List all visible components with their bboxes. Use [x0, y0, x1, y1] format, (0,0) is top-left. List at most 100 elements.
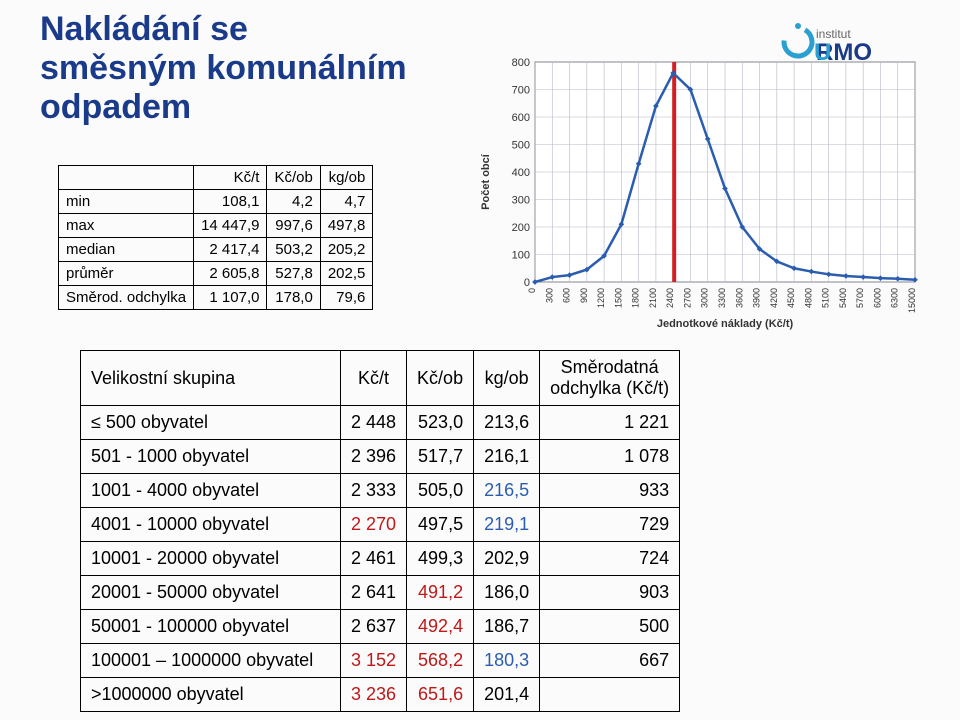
svg-text:500: 500 — [512, 140, 530, 152]
main-header: Kč/ob — [407, 351, 474, 406]
data-cell: 1 221 — [540, 406, 680, 440]
stats-header: Kč/t — [194, 166, 267, 190]
stats-row: max14 447,9997,6497,8 — [59, 214, 373, 238]
data-cell: 2 333 — [341, 474, 407, 508]
stats-rowlabel: průměr — [59, 262, 194, 286]
data-cell: 2 637 — [341, 610, 407, 644]
svg-text:4800: 4800 — [803, 288, 813, 308]
data-cell: 201,4 — [474, 678, 540, 712]
stats-cell: 79,6 — [320, 286, 373, 310]
data-cell: 667 — [540, 644, 680, 678]
main-header: Kč/t — [341, 351, 407, 406]
title-line1: Nakládání se — [40, 10, 248, 48]
data-cell: 216,5 — [474, 474, 540, 508]
stats-cell: 527,8 — [267, 262, 320, 286]
data-cell: 2 448 — [341, 406, 407, 440]
stats-cell: 503,2 — [267, 238, 320, 262]
data-cell: 497,5 — [407, 508, 474, 542]
stats-cell: 997,6 — [267, 214, 320, 238]
data-cell: 505,0 — [407, 474, 474, 508]
svg-text:300: 300 — [512, 195, 530, 207]
stats-header: kg/ob — [320, 166, 373, 190]
stats-cell: 2 417,4 — [194, 238, 267, 262]
stats-cell: 1 107,0 — [194, 286, 267, 310]
group-cell: 1001 - 4000 obyvatel — [81, 474, 341, 508]
stats-rowlabel: max — [59, 214, 194, 238]
data-cell: 568,2 — [407, 644, 474, 678]
group-cell: 100001 – 1000000 obyvatel — [81, 644, 341, 678]
stats-cell: 14 447,9 — [194, 214, 267, 238]
stats-header: Kč/ob — [267, 166, 320, 190]
chart-xlabel: Jednotkové náklady (Kč/t) — [657, 318, 794, 330]
stats-cell: 178,0 — [267, 286, 320, 310]
svg-text:15000: 15000 — [907, 288, 917, 313]
data-cell: 651,6 — [407, 678, 474, 712]
svg-text:200: 200 — [512, 222, 530, 234]
data-cell: 903 — [540, 576, 680, 610]
svg-text:4500: 4500 — [786, 288, 796, 308]
group-cell: 10001 - 20000 obyvatel — [81, 542, 341, 576]
table-row: 10001 - 20000 obyvatel2 461499,3202,9724 — [81, 542, 680, 576]
data-cell: 492,4 — [407, 610, 474, 644]
title-line2: směsným komunálním — [40, 49, 407, 87]
main-header: Směrodatnáodchylka (Kč/t) — [540, 351, 680, 406]
group-cell: 50001 - 100000 obyvatel — [81, 610, 341, 644]
data-cell: 202,9 — [474, 542, 540, 576]
svg-text:0: 0 — [527, 288, 537, 293]
data-cell: 1 078 — [540, 440, 680, 474]
data-cell: 3 236 — [341, 678, 407, 712]
svg-text:3300: 3300 — [717, 288, 727, 308]
svg-text:1500: 1500 — [613, 288, 623, 308]
table-row: 100001 – 1000000 obyvatel3 152568,2180,3… — [81, 644, 680, 678]
data-cell: 724 — [540, 542, 680, 576]
svg-text:300: 300 — [544, 288, 554, 303]
main-header: Velikostní skupina — [81, 351, 341, 406]
data-cell: 213,6 — [474, 406, 540, 440]
data-cell: 219,1 — [474, 508, 540, 542]
data-cell: 517,7 — [407, 440, 474, 474]
svg-text:900: 900 — [579, 288, 589, 303]
svg-text:2700: 2700 — [682, 288, 692, 308]
data-cell: 2 641 — [341, 576, 407, 610]
stats-row: min108,14,24,7 — [59, 190, 373, 214]
data-cell: 186,0 — [474, 576, 540, 610]
stats-cell: 2 605,8 — [194, 262, 267, 286]
svg-text:2400: 2400 — [665, 288, 675, 308]
chart-ylabel: Počet obcí — [480, 153, 492, 210]
group-cell: 501 - 1000 obyvatel — [81, 440, 341, 474]
data-cell: 499,3 — [407, 542, 474, 576]
distribution-chart: 0100200300400500600700800 03006009001200… — [475, 52, 933, 330]
data-cell: 500 — [540, 610, 680, 644]
data-cell: 2 396 — [341, 440, 407, 474]
svg-text:6300: 6300 — [890, 288, 900, 308]
stats-header — [59, 166, 194, 190]
data-cell: 3 152 — [341, 644, 407, 678]
svg-text:400: 400 — [512, 167, 530, 179]
main-table: Velikostní skupinaKč/tKč/obkg/obSměrodat… — [80, 350, 680, 712]
stats-cell: 108,1 — [194, 190, 267, 214]
group-cell: 4001 - 10000 obyvatel — [81, 508, 341, 542]
stats-rowlabel: median — [59, 238, 194, 262]
svg-text:6000: 6000 — [872, 288, 882, 308]
svg-text:700: 700 — [512, 85, 530, 97]
stats-cell: 4,2 — [267, 190, 320, 214]
data-cell: 2 461 — [341, 542, 407, 576]
group-cell: 20001 - 50000 obyvatel — [81, 576, 341, 610]
svg-text:600: 600 — [562, 288, 572, 303]
svg-text:5100: 5100 — [821, 288, 831, 308]
svg-text:3600: 3600 — [734, 288, 744, 308]
stats-table: Kč/tKč/obkg/ob min108,14,24,7max14 447,9… — [58, 165, 373, 310]
data-cell: 186,7 — [474, 610, 540, 644]
svg-text:600: 600 — [512, 112, 530, 124]
data-cell: 933 — [540, 474, 680, 508]
data-cell: 216,1 — [474, 440, 540, 474]
table-row: 1001 - 4000 obyvatel2 333505,0216,5933 — [81, 474, 680, 508]
stats-row: Směrod. odchylka1 107,0178,079,6 — [59, 286, 373, 310]
table-row: ≤ 500 obyvatel2 448523,0213,61 221 — [81, 406, 680, 440]
data-cell: 491,2 — [407, 576, 474, 610]
svg-text:800: 800 — [512, 57, 530, 69]
svg-text:3900: 3900 — [752, 288, 762, 308]
svg-text:0: 0 — [524, 277, 530, 289]
svg-text:1800: 1800 — [631, 288, 641, 308]
table-row: 501 - 1000 obyvatel2 396517,7216,11 078 — [81, 440, 680, 474]
